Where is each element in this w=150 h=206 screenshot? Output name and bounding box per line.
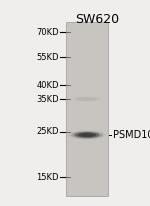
Ellipse shape bbox=[68, 130, 106, 140]
Text: 35KD: 35KD bbox=[36, 95, 59, 103]
Text: 70KD: 70KD bbox=[36, 27, 59, 36]
Text: PSMD10: PSMD10 bbox=[113, 130, 150, 140]
Bar bbox=[66, 22, 108, 196]
Text: 15KD: 15KD bbox=[36, 172, 59, 181]
Ellipse shape bbox=[76, 97, 98, 101]
Text: 40KD: 40KD bbox=[36, 81, 59, 89]
Ellipse shape bbox=[72, 96, 102, 102]
Ellipse shape bbox=[71, 131, 103, 139]
Ellipse shape bbox=[81, 133, 93, 137]
Text: SW620: SW620 bbox=[75, 13, 119, 26]
Text: 55KD: 55KD bbox=[36, 53, 59, 62]
Text: 25KD: 25KD bbox=[36, 128, 59, 137]
Ellipse shape bbox=[78, 133, 96, 137]
Ellipse shape bbox=[74, 132, 100, 138]
